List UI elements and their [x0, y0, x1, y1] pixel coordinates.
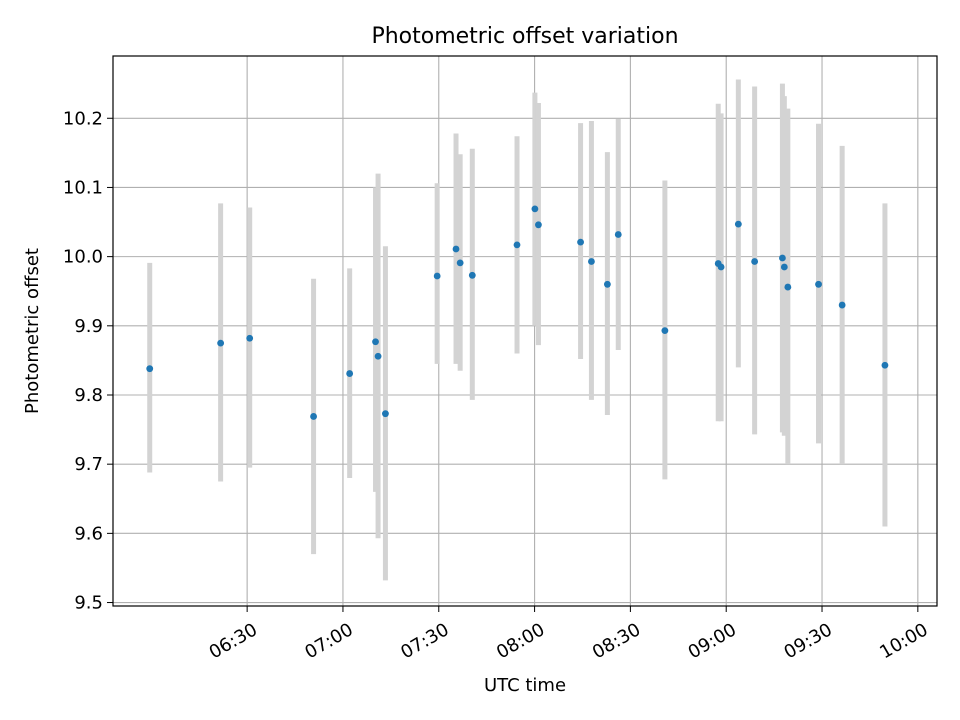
data-point	[513, 241, 521, 249]
data-point	[372, 338, 379, 346]
y-tick-label: 9.8	[74, 385, 103, 406]
data-point	[456, 259, 464, 267]
data-point	[382, 410, 389, 418]
y-axis-ticks: 9.5 9.6 9.7 9.8 9.9 10.0 10.1 10.2	[63, 108, 113, 614]
data-point	[310, 413, 317, 420]
data-point	[588, 258, 595, 265]
data-point	[717, 263, 725, 271]
y-tick-label: 9.7	[74, 454, 103, 475]
data-point	[374, 352, 382, 360]
data-point	[535, 221, 542, 229]
chart-title: Photometric offset variation	[371, 24, 678, 49]
data-point	[452, 245, 460, 253]
data-point	[751, 258, 759, 265]
data-points	[146, 205, 889, 420]
data-point	[217, 339, 225, 347]
data-point	[815, 280, 822, 288]
y-tick-label: 9.6	[74, 523, 103, 544]
data-point	[734, 220, 742, 228]
data-point	[780, 263, 788, 271]
data-point	[838, 301, 846, 309]
data-point	[433, 272, 441, 280]
data-point	[614, 231, 622, 238]
data-point	[146, 365, 154, 373]
data-point	[468, 271, 476, 279]
data-point	[246, 334, 254, 342]
y-tick-label: 10.0	[63, 247, 103, 268]
y-tick-label: 9.9	[74, 316, 103, 337]
data-point	[779, 254, 786, 262]
grid	[113, 56, 937, 606]
data-point	[531, 205, 539, 213]
plot-area	[113, 56, 937, 606]
y-tick-label: 10.2	[63, 108, 103, 129]
y-axis-label: Photometric offset	[22, 248, 43, 414]
plot-frame	[112, 55, 938, 607]
data-point	[604, 280, 611, 288]
y-tick-label: 10.1	[63, 177, 103, 198]
data-point	[577, 238, 584, 246]
y-tick-label: 9.5	[74, 593, 103, 614]
data-point	[881, 361, 889, 369]
data-point	[661, 327, 669, 335]
data-point	[784, 283, 792, 291]
data-point	[346, 370, 354, 377]
x-axis-label: UTC time	[484, 675, 566, 696]
